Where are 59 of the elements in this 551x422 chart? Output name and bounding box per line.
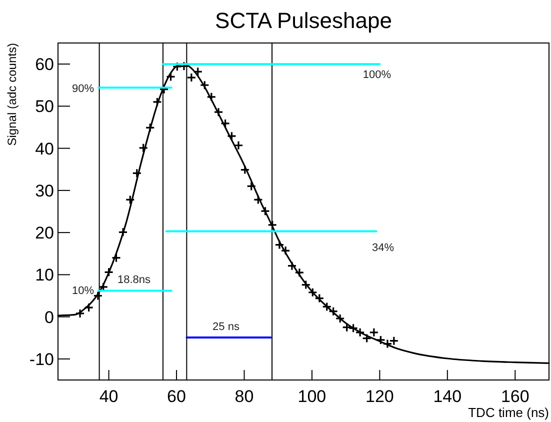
point (342, 322, 352, 332)
x-tick-label: 60 (167, 387, 186, 406)
point (118, 227, 128, 237)
annotation: 10% (72, 284, 94, 297)
point (389, 336, 399, 346)
x-tick-label: 140 (433, 387, 462, 406)
y-tick-label: -10 (29, 350, 54, 369)
point (172, 62, 182, 72)
y-tick-label: 20 (35, 224, 54, 243)
x-tick-label: 160 (500, 387, 530, 406)
annotation: 90% (72, 82, 94, 95)
point (369, 328, 379, 338)
point (75, 308, 85, 318)
point (111, 253, 122, 263)
point (301, 280, 311, 290)
point (193, 66, 203, 76)
point (104, 267, 114, 277)
point (200, 80, 210, 90)
x-tick-label: 80 (234, 387, 254, 406)
x-tick-label: 120 (366, 387, 394, 406)
point (226, 131, 237, 141)
annotation: 25 ns (212, 320, 240, 333)
point (260, 206, 270, 216)
annotation: 100% (362, 68, 392, 81)
point (234, 140, 244, 150)
point (152, 97, 162, 107)
y-axis-title: Signal (adc counts) (5, 43, 19, 146)
point (220, 118, 230, 128)
point (253, 194, 263, 205)
chart-title: SCTA Pulseshape (215, 8, 392, 33)
y-tick-label: 0 (44, 308, 54, 327)
y-tick-label: 30 (35, 181, 54, 200)
y-tick-label: 60 (35, 55, 54, 74)
point (287, 261, 297, 271)
y-tick-label: 40 (35, 139, 54, 158)
point (246, 181, 256, 192)
point (159, 84, 169, 94)
point (268, 220, 278, 230)
point (93, 290, 103, 301)
point (84, 302, 94, 312)
point (145, 122, 155, 132)
point (125, 194, 135, 205)
point (335, 314, 345, 324)
x-axis-title: TDC time (ns) (468, 405, 549, 420)
x-tick-label: 40 (99, 387, 118, 406)
point (240, 164, 250, 175)
point (132, 168, 142, 178)
point (214, 107, 224, 117)
point (138, 143, 148, 153)
annotation: 34% (372, 242, 394, 254)
point (206, 92, 216, 102)
y-tick-label: 10 (35, 266, 54, 285)
point (186, 72, 196, 82)
x-tick-label: 100 (298, 387, 326, 406)
annotation: 18.8ns (117, 274, 152, 286)
point (294, 268, 304, 278)
point (166, 72, 176, 82)
point (179, 61, 189, 71)
y-tick-label: 50 (35, 97, 54, 116)
